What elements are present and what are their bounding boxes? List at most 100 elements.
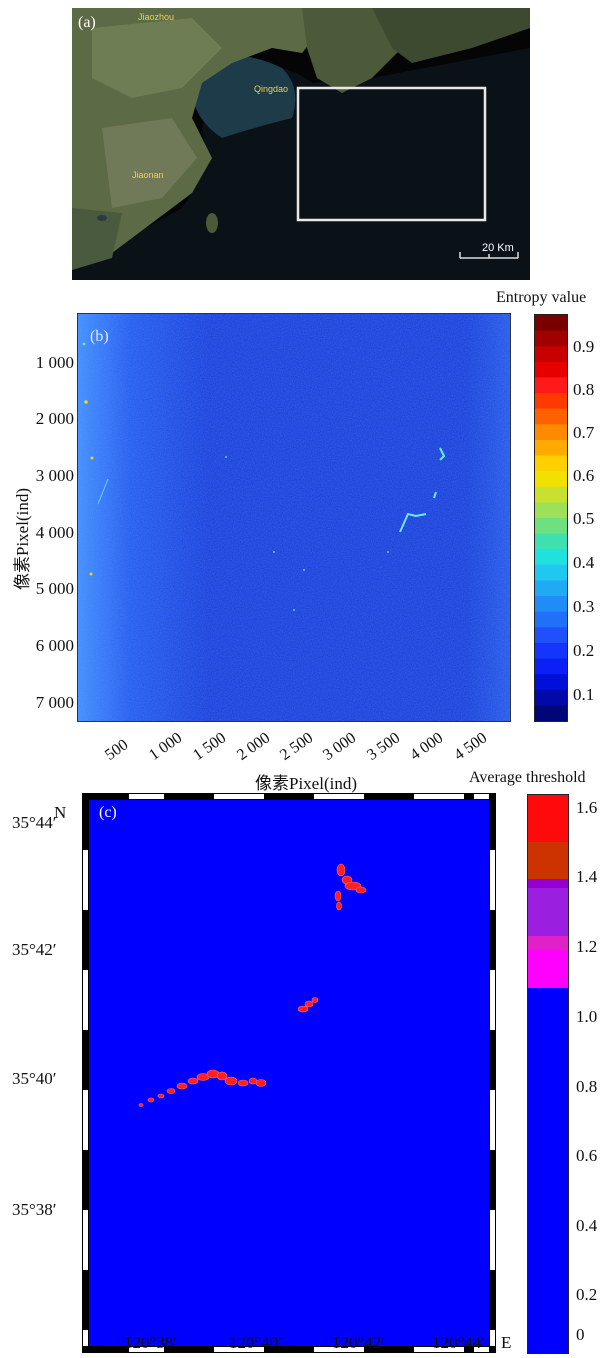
x-tick-label: 1 000 (146, 729, 186, 764)
colorbar-segment (535, 518, 567, 535)
place-label-jiaozhou: Jiaozhou (138, 12, 175, 22)
x-tick-label: 3 500 (364, 729, 404, 764)
map-border-segment (474, 1347, 489, 1352)
colorbar-segment (535, 549, 567, 566)
map-border-segment (264, 1347, 314, 1352)
y-tick-label: 1 000 (35, 353, 74, 372)
map-border-svg (83, 794, 495, 1352)
colorbar-segment (535, 564, 567, 582)
map-border-segment (490, 1270, 495, 1330)
map-border-segment (89, 794, 129, 799)
x-tick-label: 500 (102, 736, 132, 764)
map-border-segment (314, 1347, 364, 1352)
colorbar-segment (535, 658, 567, 675)
y-tick-label: 6 000 (35, 636, 74, 655)
scalebar-label: 20 Km (482, 242, 514, 254)
colorbar-tick-label: 0.8 (576, 1077, 598, 1096)
map-border-segment (490, 1090, 495, 1150)
map-border-segment (490, 800, 495, 850)
colorbar-segment (535, 330, 567, 347)
panel-b-y-axis-label: 像素Pixel(ind) (13, 488, 32, 590)
y-tick-label: 5 000 (35, 579, 74, 598)
colorbar-segment (535, 627, 567, 644)
map-border-segment (83, 1330, 88, 1346)
colorbar-segment (535, 502, 567, 519)
colorbar-tick-label: 0.8 (573, 380, 595, 399)
colorbar-tick-label: 1.2 (576, 937, 598, 956)
map-border-segment (314, 794, 364, 799)
colorbar-tick-label: 0.4 (576, 1216, 598, 1235)
colorbar-segment (535, 455, 567, 472)
colorbar-tick-label: 0.3 (573, 597, 595, 616)
y-tick-label: 2 000 (35, 409, 74, 428)
x-tick-label: 1 500 (190, 729, 230, 764)
colorbar-segment (535, 674, 567, 691)
y-tick-label: 4 000 (35, 523, 74, 542)
map-border-segment (474, 794, 489, 799)
map-border-segment (490, 1330, 495, 1346)
panel-c-detection-map: (c) (89, 800, 489, 1346)
x-tick-label: 3 000 (320, 729, 360, 764)
map-border-segment (129, 794, 164, 799)
entropy-colorbar-svg (535, 315, 567, 721)
colorbar-segment (535, 596, 567, 613)
colorbar-tick-label: 0.2 (573, 641, 595, 660)
map-border-segment (83, 910, 88, 970)
latitude-tick-label: 35°40′ (12, 1069, 57, 1088)
detection-map-svg (138, 863, 367, 1107)
threshold-colorbar (527, 794, 569, 1354)
map-border-segment (83, 800, 88, 850)
colorbar-segment (535, 361, 567, 379)
colorbar-segment (535, 315, 567, 332)
colorbar-segment (535, 580, 567, 597)
colorbar-segment (535, 439, 567, 457)
colorbar-title: Average threshold (469, 769, 586, 786)
colorbar-segment (535, 689, 567, 706)
panel-label: (c) (99, 804, 117, 821)
map-border-segment (414, 794, 464, 799)
map-border-segment (164, 1347, 214, 1352)
satellite-map-svg (72, 8, 530, 280)
colorbar-segment (535, 705, 567, 721)
panel-b-entropy-image: (b) (77, 313, 511, 722)
map-border-segment (89, 1347, 129, 1352)
panel-label: (a) (78, 14, 96, 31)
longitude-tick-label: 120°40′ (229, 1333, 283, 1352)
map-border-segment (83, 1090, 88, 1150)
map-border-segment (83, 1030, 88, 1090)
east-label: E (501, 1333, 512, 1352)
map-border-segment (83, 850, 88, 910)
colorbar-tick-label: 1.4 (576, 867, 598, 886)
panel-b-x-axis-label: 像素Pixel(ind) (255, 774, 357, 793)
latitude-tick-label: 35°44′ (12, 813, 57, 832)
map-border-segment (490, 850, 495, 910)
colorbar-tick-label: 1.6 (576, 798, 598, 817)
colorbar-segment (535, 424, 567, 441)
colorbar-segment (535, 393, 567, 410)
map-border-segment (264, 794, 314, 799)
x-tick-label: 4 000 (407, 729, 447, 764)
entropy-colorbar (534, 314, 568, 722)
y-tick-label: 3 000 (35, 466, 74, 485)
colorbar-segment (535, 611, 567, 628)
map-border-segment (164, 794, 214, 799)
map-border-segment (490, 910, 495, 970)
map-border-segment (83, 1150, 88, 1210)
longitude-tick-label: 120°38′ (124, 1333, 178, 1352)
panel-label: (b) (90, 328, 109, 345)
colorbar-title: Entropy value (496, 289, 587, 306)
panel-a-satellite-image: (a) Jiaozhou Qingdao Jiaonan 20 Km (72, 8, 530, 280)
y-tick-label: 7 000 (35, 693, 74, 712)
colorbar-tick-label: 0.6 (573, 466, 595, 485)
map-border-segment (490, 970, 495, 1030)
map-border-segment (129, 1347, 164, 1352)
colorbar-tick-label: 0.1 (573, 685, 595, 704)
place-label-jiaonan: Jiaonan (132, 170, 164, 180)
colorbar-segment (535, 533, 567, 550)
threshold-colorbar-svg (528, 795, 568, 1353)
entropy-map-svg (78, 314, 510, 721)
map-border-segment (464, 794, 474, 799)
longitude-tick-label: 120°42′ (332, 1333, 386, 1352)
colorbar-segment (535, 642, 567, 660)
x-tick-label: 4 500 (451, 729, 491, 764)
